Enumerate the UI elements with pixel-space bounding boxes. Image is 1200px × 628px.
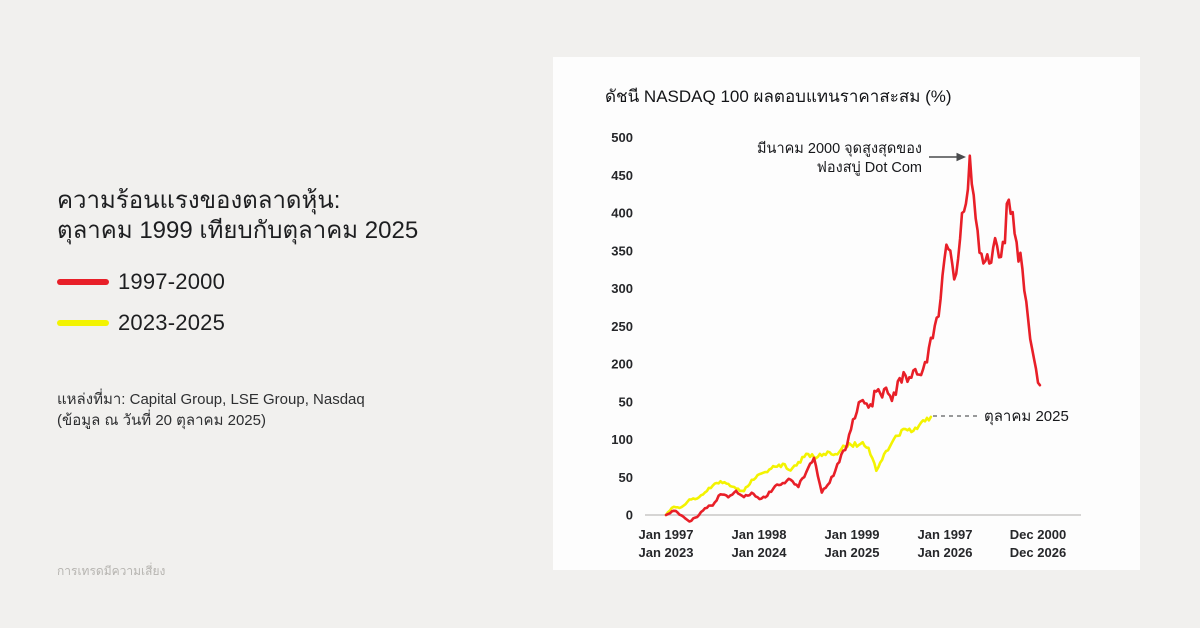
x-tick-label-bottom: Jan 2024 [732,545,788,560]
legend-item-1997-2000: 1997-2000 [57,269,226,294]
y-tick-label: 100 [611,432,633,447]
y-tick-label: 200 [611,357,633,372]
y-tick-label: 50 [619,394,633,409]
x-tick-label-top: Jan 1998 [732,527,787,542]
source-line2: (ข้อมูล ณ วันที่ 20 ตุลาคม 2025) [57,412,266,429]
legend-label-2023-2025: 2023-2025 [118,310,226,335]
peak-annotation-arrowhead-icon [956,152,966,162]
y-tick-label: 300 [611,281,633,296]
series-lines [664,154,1042,523]
y-tick-label: 0 [626,508,633,523]
y-tick-label: 250 [611,319,633,334]
risk-disclaimer: การเทรดมีความเสี่ยง [57,564,166,578]
end-annotation-label: ตุลาคม 2025 [984,408,1069,426]
left-panel: ความร้อนแรงของตลาดหุ้น: ตุลาคม 1999 เทีย… [0,0,553,628]
x-tick-label-bottom: Jan 2023 [639,545,694,560]
legend-swatch-yellow [57,320,109,326]
x-tick-label-top: Dec 2000 [1010,527,1066,542]
y-tick-label: 350 [611,243,633,258]
x-tick-label-top: Jan 1997 [918,527,973,542]
x-axis-labels: Jan 1997 Jan 2023 Jan 1998 Jan 2024 Jan 1999… [639,527,1067,560]
y-tick-label: 450 [611,168,633,183]
peak-annotation-line1: มีนาคม 2000 จุดสูงสุดของ [757,140,922,157]
peak-annotation-line2: ฟองสบู่ Dot Com [817,160,922,176]
page-title-line1: ความร้อนแรงของตลาดหุ้น: [57,187,341,214]
x-tick-label-top: Jan 1999 [825,527,880,542]
chart-card: ดัชนี NASDAQ 100 ผลตอบแทนราคาสะสม (%) 50… [553,57,1140,570]
series-line-1997-2000 [664,154,1042,523]
legend-swatch-red [57,279,109,285]
chart-title: ดัชนี NASDAQ 100 ผลตอบแทนราคาสะสม (%) [605,87,952,106]
page-title: ความร้อนแรงของตลาดหุ้น: ตุลาคม 1999 เทีย… [57,186,418,246]
series-line-2023-2025 [664,415,933,517]
x-tick-label-bottom: Jan 2026 [918,545,973,560]
legend-item-2023-2025: 2023-2025 [57,310,226,335]
source-note: แหล่งที่มา: Capital Group, LSE Group, Na… [57,389,365,431]
legend-label-1997-2000: 1997-2000 [118,269,226,294]
legend: 1997-2000 2023-2025 [57,269,226,335]
x-tick-label-bottom: Jan 2025 [825,545,880,560]
y-tick-label: 500 [611,130,633,145]
y-tick-label: 400 [611,206,633,221]
x-tick-label-bottom: Dec 2026 [1010,545,1066,560]
x-tick-label-top: Jan 1997 [639,527,694,542]
page-title-line2: ตุลาคม 1999 เทียบกับตุลาคม 2025 [57,217,419,244]
y-tick-label: 50 [619,470,633,485]
source-line1: แหล่งที่มา: Capital Group, LSE Group, Na… [57,391,365,408]
